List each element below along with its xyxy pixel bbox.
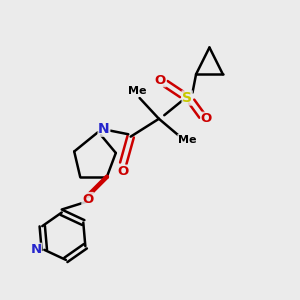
Text: O: O — [118, 165, 129, 178]
Text: Me: Me — [178, 135, 196, 145]
Text: Me: Me — [128, 86, 146, 96]
Text: O: O — [201, 112, 212, 125]
Text: N: N — [98, 122, 110, 136]
Text: O: O — [155, 74, 166, 87]
Text: O: O — [82, 193, 93, 206]
Text: N: N — [30, 243, 42, 256]
Text: S: S — [182, 91, 192, 105]
